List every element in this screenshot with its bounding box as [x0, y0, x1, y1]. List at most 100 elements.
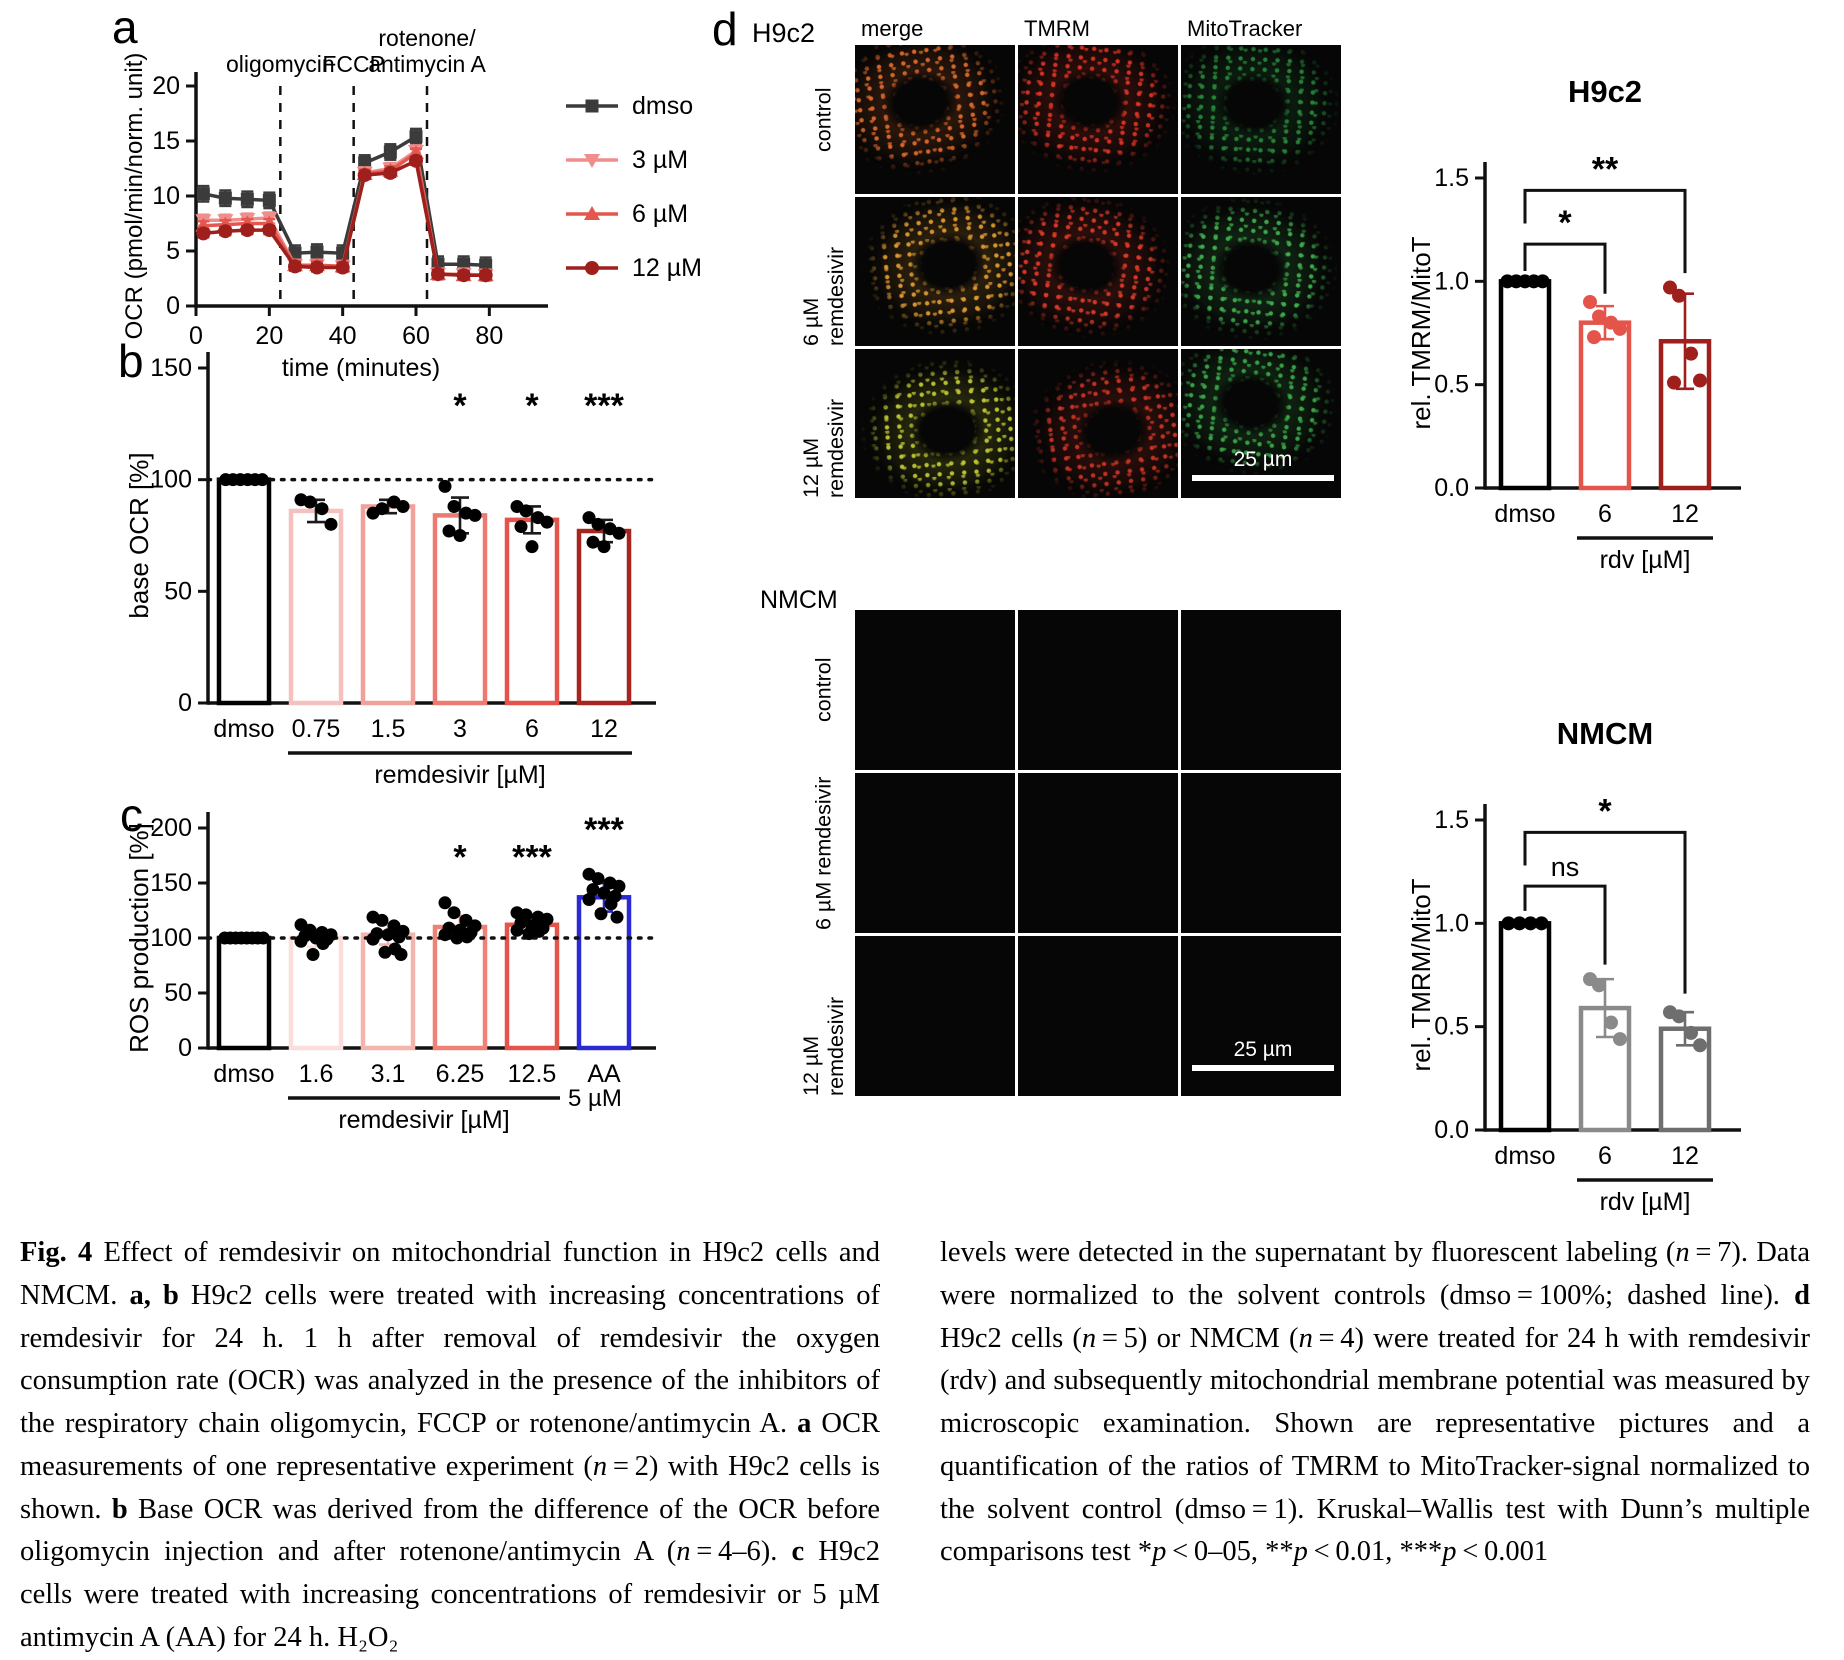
- svg-text:0.5: 0.5: [1434, 371, 1469, 399]
- svg-text:6 µM: 6 µM: [632, 200, 688, 228]
- svg-text:1.0: 1.0: [1434, 267, 1469, 295]
- svg-text:*: *: [453, 387, 467, 425]
- ros-production-bar-chart: 0 50 100 150 200 * *** *** dmso 1.6 3.1 6.25 12.5 AA r…: [118, 800, 718, 1155]
- caption-segment: = 4) were treated for 24 h with remdesiv…: [940, 1322, 1811, 1568]
- svg-text:3.1: 3.1: [371, 1060, 406, 1088]
- row-label-6um-nmcm: 6 µM remdesivir: [811, 776, 836, 930]
- svg-text:0.0: 0.0: [1434, 474, 1469, 502]
- caption-segment: < 0.001: [1456, 1536, 1549, 1568]
- svg-text:12.5: 12.5: [508, 1060, 557, 1088]
- svg-text:dmso: dmso: [213, 715, 274, 743]
- svg-text:0: 0: [189, 322, 203, 350]
- svg-text:150: 150: [150, 354, 192, 382]
- svg-text:rdv [µM]: rdv [µM]: [1600, 1188, 1691, 1216]
- svg-text:time (minutes): time (minutes): [282, 354, 440, 382]
- svg-text:0.0: 0.0: [1434, 1116, 1469, 1144]
- h9c2-tmrm-bar-chart: H9c2 0.0 0.5 1.0 1.5 * ** dmso 6 12 rdv [µM] rel. T…: [1400, 58, 1830, 593]
- svg-text:12: 12: [1671, 500, 1699, 528]
- svg-text:0: 0: [178, 1034, 192, 1062]
- micrograph-tile: [1018, 349, 1178, 498]
- caption-segment: OCR measurements of one representative e…: [20, 1408, 880, 1482]
- panel-b-label: b: [118, 335, 144, 387]
- svg-text:**: **: [1592, 150, 1619, 188]
- caption-segment: < 0.01, ***: [1307, 1536, 1443, 1568]
- caption-segment: d: [1794, 1279, 1810, 1311]
- caption-segment: n: [592, 1450, 608, 1482]
- svg-text:*: *: [1598, 792, 1612, 830]
- row-label-6um: 6 µM remdesivir: [799, 246, 848, 346]
- scale-bar: 25 µm: [1192, 1038, 1334, 1071]
- svg-text:H9c2: H9c2: [1568, 74, 1642, 109]
- caption-segment: p: [1293, 1536, 1308, 1568]
- svg-text:ROS production [%]: ROS production [%]: [124, 823, 154, 1053]
- caption-segment: a, b: [129, 1279, 179, 1311]
- svg-text:12: 12: [1671, 1142, 1699, 1170]
- svg-text:60: 60: [402, 322, 430, 350]
- svg-text:***: ***: [584, 387, 624, 425]
- nmcm-micrograph-grid: [855, 610, 1341, 1096]
- row-label-control: control: [811, 87, 836, 152]
- caption-segment: < 0–05, **: [1166, 1536, 1294, 1568]
- svg-text:0: 0: [178, 689, 192, 717]
- svg-text:40: 40: [329, 322, 357, 350]
- svg-text:200: 200: [150, 814, 192, 842]
- caption-segment: n: [676, 1536, 691, 1568]
- micrograph-tile: [1018, 936, 1178, 1096]
- caption-segment: = 7). Data were normalized to the solven…: [940, 1237, 1810, 1311]
- row-label-12um: 12 µM remdesivir: [799, 398, 848, 498]
- svg-text:1.5: 1.5: [1434, 806, 1469, 834]
- caption-segment: = 2) with H9c2 cells is shown.: [20, 1450, 880, 1525]
- micrograph-tile: [855, 936, 1015, 1096]
- micrograph-tile: [1018, 773, 1178, 933]
- micrograph-tile: [1018, 197, 1178, 346]
- svg-text:3: 3: [453, 715, 467, 743]
- svg-text:1.0: 1.0: [1434, 909, 1469, 937]
- svg-text:6: 6: [1598, 1142, 1612, 1170]
- svg-text:20: 20: [152, 72, 180, 100]
- panel-c-label: c: [120, 789, 143, 841]
- svg-text:FCCP: FCCP: [322, 51, 385, 77]
- micrograph-tile: [1181, 773, 1341, 933]
- caption-segment: Effect of remdesivir on mitochondrial fu…: [20, 1237, 880, 1311]
- nmcm-tmrm-bar-chart: NMCM 0.0 0.5 1.0 1.5 ns * dmso 6 12 rdv [µM] rel. T…: [1400, 700, 1830, 1235]
- svg-text:base OCR [%]: base OCR [%]: [124, 452, 154, 618]
- micrograph-tile: [1181, 610, 1341, 770]
- svg-text:50: 50: [164, 577, 192, 605]
- nmcm-section-label: NMCM: [760, 586, 838, 614]
- h9c2-micrograph-grid: merge TMRM MitoTracker: [855, 14, 1341, 498]
- micrograph-tile: [1181, 349, 1341, 498]
- micrograph-tile: [855, 349, 1015, 498]
- svg-text:rel. TMRM/MitoT: rel. TMRM/MitoT: [1406, 878, 1436, 1071]
- micrograph-tile: [1181, 45, 1341, 194]
- svg-text:0.5: 0.5: [1434, 1013, 1469, 1041]
- micrograph-tile: [1181, 197, 1341, 346]
- svg-text:*: *: [453, 839, 467, 877]
- caption-segment: Base OCR was derived from the difference…: [20, 1493, 880, 1568]
- caption-segment: n: [1081, 1322, 1097, 1354]
- micrograph-tile: [855, 197, 1015, 346]
- caption-segment: a: [797, 1408, 812, 1439]
- svg-text:100: 100: [150, 924, 192, 952]
- micrograph-tile: [1018, 610, 1178, 770]
- scale-bar-line: [1192, 1065, 1334, 1071]
- svg-text:*: *: [525, 387, 539, 425]
- svg-text:oligomycin: oligomycin: [226, 51, 335, 77]
- svg-text:dmso: dmso: [1494, 1142, 1555, 1170]
- caption-segment: levels were detected in the supernatant …: [940, 1237, 1676, 1268]
- svg-text:rotenone/: rotenone/: [378, 25, 476, 51]
- base-ocr-bar-chart: 0 50 100 150 * * *** dmso 0.75 1.5 3 6 12 remdesivir …: [118, 348, 678, 818]
- scale-bar: 25 µm: [1192, 448, 1334, 481]
- caption-segment: = 4–6).: [690, 1536, 792, 1568]
- panel-d-label: d: [712, 3, 738, 55]
- svg-text:150: 150: [150, 869, 192, 897]
- caption-segment: = 5) or NMCM (: [1096, 1322, 1299, 1354]
- caption-segment: n: [1298, 1322, 1313, 1354]
- svg-text:6: 6: [1598, 500, 1612, 528]
- svg-text:0.75: 0.75: [292, 715, 341, 743]
- svg-text:remdesivir [µM]: remdesivir [µM]: [374, 761, 545, 789]
- micrograph-tile: [855, 45, 1015, 194]
- svg-text:1.5: 1.5: [371, 715, 406, 743]
- column-header-merge: merge: [861, 16, 924, 41]
- caption-right-column: levels were detected in the supernatant …: [940, 1232, 1810, 1574]
